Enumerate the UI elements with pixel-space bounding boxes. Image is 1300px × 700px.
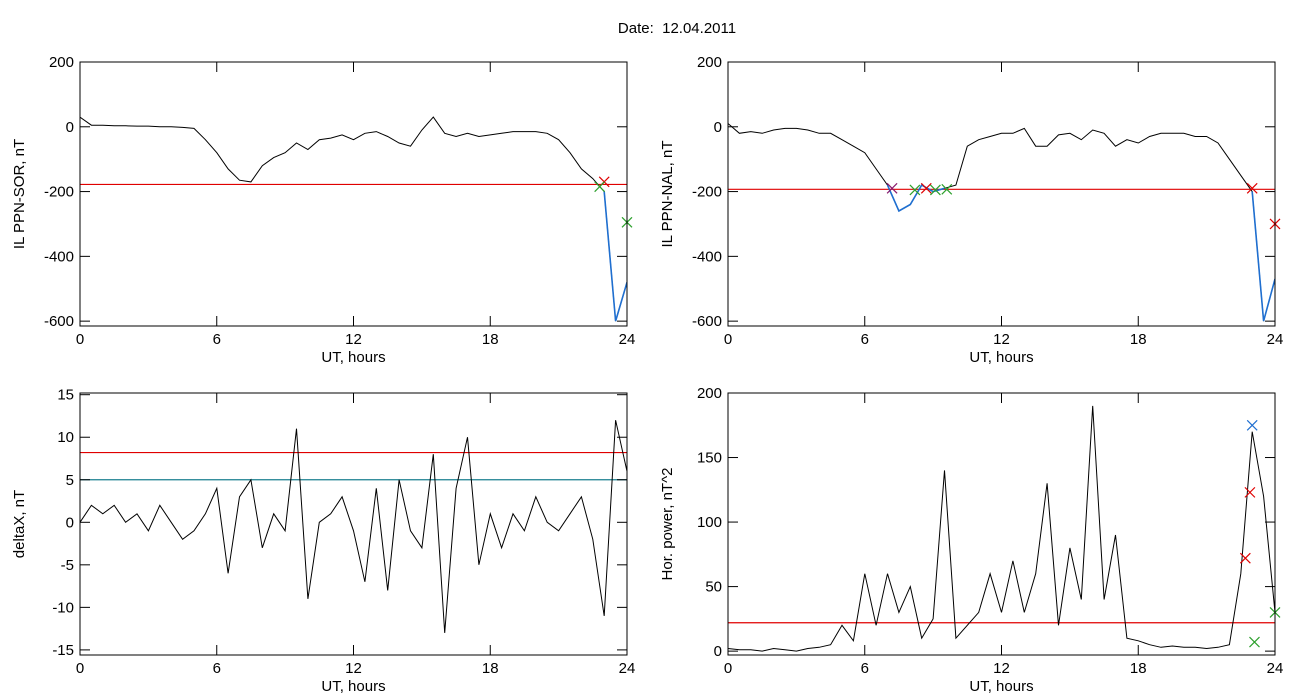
cross-marker bbox=[1239, 552, 1251, 564]
data-line bbox=[80, 420, 627, 633]
cross-marker bbox=[929, 184, 941, 196]
y-tick-label: 0 bbox=[714, 119, 722, 136]
cross-stroke bbox=[594, 181, 606, 193]
cross-stroke bbox=[1244, 486, 1256, 498]
y-tick-label: -5 bbox=[61, 557, 74, 574]
cross-marker bbox=[1246, 182, 1258, 194]
y-axis-label: IL PPN-SOR, nT bbox=[11, 139, 28, 249]
cross-stroke bbox=[941, 183, 953, 195]
cross-marker bbox=[1244, 486, 1256, 498]
data-line bbox=[728, 123, 1275, 322]
cross-stroke bbox=[886, 182, 898, 194]
cross-marker bbox=[909, 184, 921, 196]
cross-marker bbox=[594, 181, 606, 193]
cross-stroke bbox=[909, 184, 921, 196]
x-tick-label: 18 bbox=[482, 331, 499, 348]
y-tick-label: 200 bbox=[697, 54, 722, 71]
y-axis-label: IL PPN-NAL, nT bbox=[659, 141, 676, 248]
cross-stroke bbox=[1239, 552, 1251, 564]
y-tick-label: 0 bbox=[66, 119, 74, 136]
x-tick-label: 0 bbox=[724, 331, 732, 348]
x-tick-label: 24 bbox=[1267, 331, 1284, 348]
x-tick-label: 6 bbox=[861, 331, 869, 348]
x-tick-label: 18 bbox=[482, 660, 499, 677]
y-tick-label: 150 bbox=[697, 450, 722, 467]
y-tick-label: 10 bbox=[57, 429, 74, 446]
x-tick-label: 24 bbox=[1267, 660, 1284, 677]
x-tick-label: 18 bbox=[1130, 331, 1147, 348]
x-axis-label: UT, hours bbox=[969, 678, 1033, 695]
y-tick-label: 0 bbox=[66, 514, 74, 531]
plot-frame bbox=[79, 61, 628, 327]
y-axis-label: deltaX, nT bbox=[11, 490, 28, 558]
x-tick-label: 24 bbox=[619, 660, 636, 677]
data-line bbox=[728, 405, 1275, 652]
x-axis-label: UT, hours bbox=[969, 349, 1033, 366]
cross-marker bbox=[1246, 419, 1258, 431]
data-line bbox=[80, 116, 627, 322]
figure-title: Date: 12.04.2011 bbox=[618, 20, 736, 37]
x-axis-label: UT, hours bbox=[321, 349, 385, 366]
cross-marker bbox=[920, 182, 932, 194]
y-tick-label: -200 bbox=[44, 184, 74, 201]
cross-stroke bbox=[1246, 182, 1258, 194]
cross-marker bbox=[1249, 636, 1260, 648]
plot-frame bbox=[727, 61, 1276, 327]
y-tick-label: -200 bbox=[692, 184, 722, 201]
cross-stroke bbox=[929, 184, 941, 196]
y-tick-label: 0 bbox=[714, 643, 722, 660]
x-tick-label: 24 bbox=[619, 331, 636, 348]
cross-marker bbox=[941, 183, 953, 195]
y-tick-label: 200 bbox=[697, 385, 722, 402]
x-tick-label: 0 bbox=[724, 660, 732, 677]
y-tick-label: -400 bbox=[44, 248, 74, 265]
plot-frame bbox=[727, 392, 1276, 656]
y-tick-label: 15 bbox=[57, 387, 74, 404]
data-line bbox=[603, 191, 627, 322]
x-tick-label: 12 bbox=[993, 660, 1010, 677]
y-tick-label: -600 bbox=[692, 313, 722, 330]
y-tick-label: -15 bbox=[52, 642, 74, 659]
y-axis-label: Hor. power, nT^2 bbox=[659, 468, 676, 581]
x-tick-label: 12 bbox=[345, 331, 362, 348]
x-tick-label: 0 bbox=[76, 660, 84, 677]
x-tick-label: 6 bbox=[213, 660, 221, 677]
x-tick-label: 18 bbox=[1130, 660, 1147, 677]
data-line bbox=[886, 184, 1275, 322]
y-tick-label: 50 bbox=[705, 579, 722, 596]
cross-stroke bbox=[920, 182, 932, 194]
x-tick-label: 12 bbox=[345, 660, 362, 677]
y-tick-label: -600 bbox=[44, 313, 74, 330]
x-tick-label: 6 bbox=[213, 331, 221, 348]
cross-marker bbox=[886, 182, 898, 194]
y-tick-label: 100 bbox=[697, 514, 722, 531]
x-axis-label: UT, hours bbox=[321, 678, 385, 695]
y-tick-label: -10 bbox=[52, 599, 74, 616]
cross-stroke bbox=[1249, 636, 1260, 648]
y-tick-label: 5 bbox=[66, 472, 74, 489]
x-tick-label: 6 bbox=[861, 660, 869, 677]
plot-frame bbox=[79, 392, 628, 656]
x-tick-label: 0 bbox=[76, 331, 84, 348]
y-tick-label: -400 bbox=[692, 248, 722, 265]
cross-stroke bbox=[1246, 419, 1258, 431]
y-tick-label: 200 bbox=[49, 54, 74, 71]
x-tick-label: 12 bbox=[993, 331, 1010, 348]
